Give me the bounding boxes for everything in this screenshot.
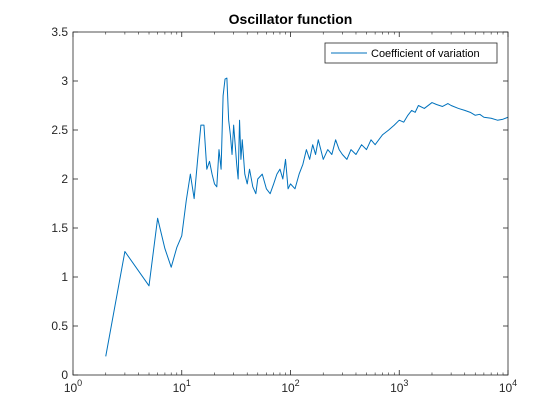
y-axis: 0 0.5 1 1.5 2 2.5 3 3.5 xyxy=(51,25,508,382)
x-axis: 100 101 102 103 104 xyxy=(64,32,517,395)
y-tick-label: 3.5 xyxy=(51,25,68,39)
x-tick-label: 101 xyxy=(173,378,191,395)
series-line-0 xyxy=(105,77,509,357)
y-tick-label: 0 xyxy=(61,368,68,382)
y-tick-label: 1 xyxy=(61,270,68,284)
chart-title: Oscillator function xyxy=(229,11,353,27)
series-layer xyxy=(105,77,509,357)
x-tick-label: 103 xyxy=(390,378,408,395)
legend-box xyxy=(324,42,498,64)
y-tick-label: 3 xyxy=(61,74,68,88)
y-tick-label: 2 xyxy=(61,172,68,186)
x-tick-label: 100 xyxy=(64,378,82,395)
y-tick-label: 0.5 xyxy=(51,319,68,333)
x-tick-label: 104 xyxy=(499,378,517,395)
y-tick-label: 1.5 xyxy=(51,221,68,235)
legend: Coefficient of variation xyxy=(324,42,498,64)
x-tick-label: 102 xyxy=(281,378,299,395)
y-tick-label: 2.5 xyxy=(51,123,68,137)
plot-area xyxy=(73,32,508,375)
legend-label: Coefficient of variation xyxy=(371,48,480,60)
